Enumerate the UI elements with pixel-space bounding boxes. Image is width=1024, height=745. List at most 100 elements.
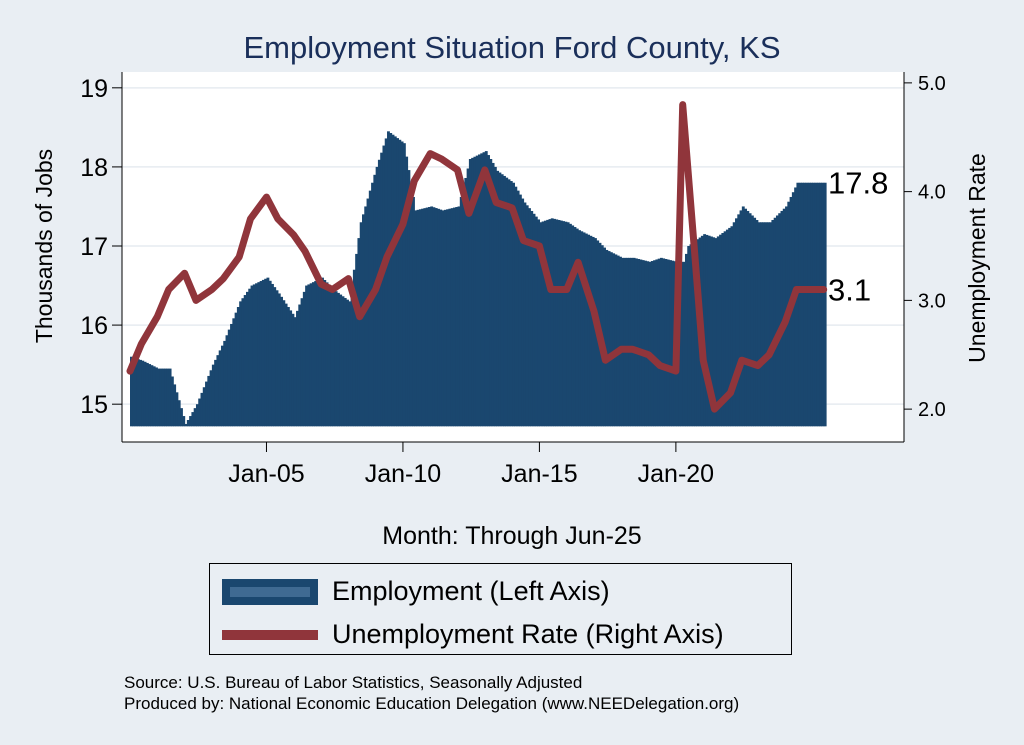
- employment-bar: [644, 260, 647, 427]
- employment-bar: [389, 133, 393, 427]
- employment-bar: [737, 214, 741, 427]
- employment-bar: [371, 182, 374, 427]
- employment-bar: [209, 370, 213, 427]
- employment-bar: [755, 220, 759, 427]
- employment-bar: [682, 261, 686, 427]
- left-axis-ticks: 15 16 17 18 19: [80, 75, 122, 419]
- employment-bar: [359, 222, 363, 427]
- employment-bar: [421, 208, 425, 427]
- employment-bar: [437, 208, 440, 427]
- employment-bar: [323, 280, 327, 427]
- employment-bar: [814, 182, 818, 427]
- employment-bar: [205, 381, 208, 427]
- employment-bar: [195, 404, 199, 427]
- employment-bar: [757, 222, 761, 427]
- employment-bar: [744, 208, 747, 427]
- employment-bar: [130, 356, 133, 427]
- employment-bar: [639, 259, 643, 427]
- employment-bar: [282, 300, 286, 427]
- employment-bar: [364, 206, 368, 427]
- employment-bar: [302, 291, 306, 427]
- x-tick-label: Jan-05: [228, 460, 304, 488]
- employment-bar: [248, 288, 252, 427]
- employment-bar: [716, 236, 720, 427]
- employment-bar: [621, 257, 625, 427]
- employment-bar: [816, 182, 820, 427]
- employment-bar: [648, 261, 652, 427]
- employment-bar: [741, 206, 745, 427]
- employment-bar: [325, 282, 329, 427]
- employment-bar: [498, 172, 502, 427]
- employment-bar: [760, 222, 763, 427]
- right-tick-label: 4.0: [918, 182, 946, 204]
- employment-bar: [455, 207, 459, 427]
- employment-bar: [568, 223, 572, 427]
- employment-bar: [286, 307, 290, 427]
- employment-bar: [423, 208, 427, 427]
- employment-bar: [464, 177, 468, 427]
- employment-bar: [375, 166, 379, 427]
- employment-bar: [605, 249, 609, 427]
- employment-bar: [427, 207, 431, 427]
- legend-item-unemployment: Unemployment Rate (Right Axis): [222, 619, 724, 650]
- employment-bar: [810, 182, 813, 427]
- employment-bar: [236, 307, 240, 427]
- employment-bar: [220, 345, 224, 427]
- employment-bar: [778, 213, 782, 427]
- employment-bar: [591, 236, 595, 427]
- employment-bar: [478, 154, 481, 427]
- employment-bar: [157, 368, 161, 427]
- employment-bar: [170, 376, 174, 427]
- employment-bar: [548, 219, 552, 427]
- employment-bar: [448, 208, 452, 427]
- employment-bar: [425, 207, 429, 427]
- employment-bar: [293, 317, 297, 427]
- employment-bar: [578, 230, 581, 427]
- x-axis-ticks: Jan-05 Jan-10 Jan-15 Jan-20: [228, 442, 714, 488]
- employment-bar: [634, 258, 638, 427]
- employment-bar: [434, 208, 438, 427]
- employment-bar: [152, 366, 156, 427]
- employment-bar: [791, 192, 795, 427]
- employment-bar: [393, 136, 397, 427]
- employment-bar: [646, 261, 650, 427]
- employment-bar: [168, 368, 172, 427]
- employment-bar: [489, 159, 493, 427]
- employment-bar: [532, 213, 536, 427]
- employment-bar: [145, 362, 149, 427]
- employment-bar: [680, 261, 684, 427]
- employment-bar: [141, 360, 145, 427]
- employment-bar: [491, 162, 495, 427]
- employment-bar: [584, 233, 588, 427]
- employment-bar: [587, 234, 591, 427]
- employment-bar: [409, 183, 413, 427]
- employment-bar: [541, 221, 545, 427]
- source-note: Source: U.S. Bureau of Labor Statistics,…: [124, 673, 583, 692]
- employment-bar: [316, 279, 320, 427]
- employment-bar: [525, 205, 529, 427]
- employment-bar: [457, 206, 461, 427]
- employment-bar: [257, 282, 261, 427]
- employment-bar: [241, 298, 245, 427]
- left-tick-label: 17: [80, 233, 108, 261]
- employment-bar: [537, 219, 541, 427]
- employment-bar: [589, 235, 593, 427]
- employment-bar: [173, 384, 177, 427]
- employment-bar: [719, 234, 722, 427]
- employment-bar: [691, 242, 695, 427]
- employment-bar: [350, 285, 354, 427]
- employment-bar: [614, 254, 618, 427]
- employment-bar: [243, 295, 247, 427]
- employment-bar: [518, 194, 522, 427]
- employment-bar: [659, 257, 663, 427]
- employment-bar: [712, 237, 716, 427]
- employment-bar: [684, 253, 688, 427]
- employment-bar: [753, 217, 757, 427]
- employment-bar: [239, 301, 243, 427]
- legend-swatch-unemployment: [222, 629, 318, 640]
- employment-bar: [800, 182, 804, 427]
- employment-bar: [773, 217, 777, 427]
- employment-bar: [225, 335, 229, 427]
- employment-bars: [130, 131, 827, 427]
- employment-bar: [550, 218, 554, 427]
